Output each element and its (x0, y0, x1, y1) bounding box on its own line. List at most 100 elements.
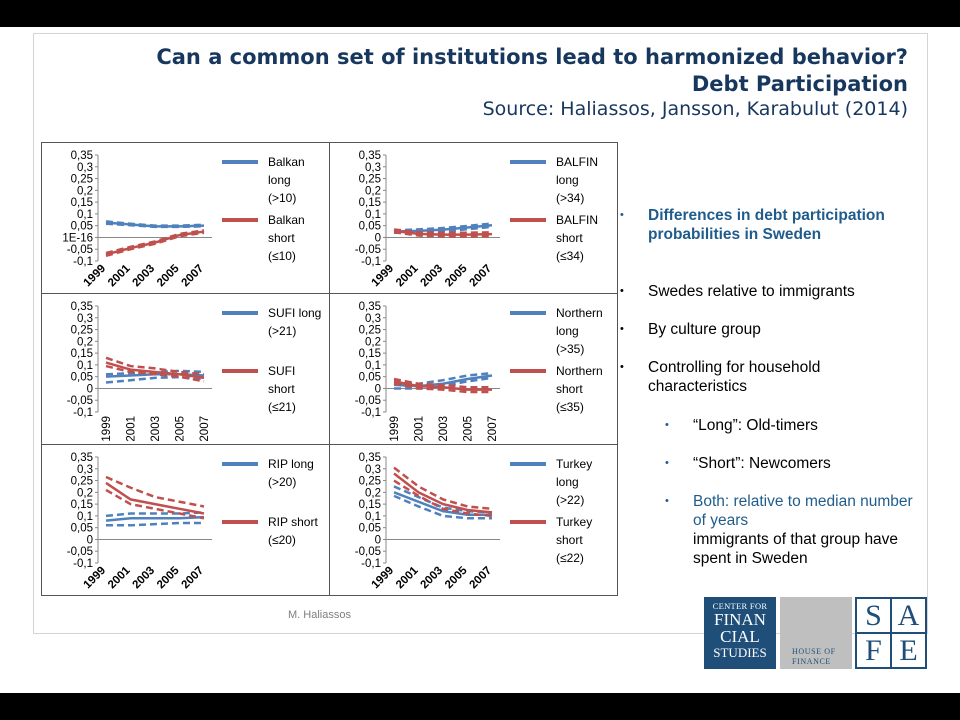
y-tick-label: 0,2 (77, 185, 93, 197)
line-chart: 0,350,30,250,20,150,10,051E-16-0,05-0,11… (62, 150, 212, 290)
series-band-upper (393, 222, 493, 232)
y-tick-label: 0,3 (77, 313, 93, 325)
x-tick-label: 2005 (443, 564, 470, 591)
y-tick-label: -0,05 (67, 244, 93, 256)
x-tick-label: 2005 (175, 416, 187, 442)
legend-label: SUFI long (>21) (268, 306, 322, 338)
y-tick-label: 0,35 (71, 452, 93, 464)
legend-label: BALFIN long (>34) (556, 155, 599, 205)
legend-swatch (510, 218, 546, 222)
y-tick-label: -0,05 (67, 546, 93, 558)
y-tick-label: 0,15 (359, 197, 381, 209)
x-tick-label: 2003 (419, 263, 446, 290)
x-tick-label: 2007 (468, 565, 495, 592)
legend-label: Northern long (>35) (556, 306, 603, 356)
x-tick-label: 2001 (106, 262, 133, 289)
y-tick-label: 0,3 (365, 313, 381, 325)
legend-label: SUFI short (≤21) (268, 364, 296, 414)
series-band-upper (393, 466, 493, 511)
x-tick-label: 2007 (487, 416, 499, 442)
legend-label: Turkey short (≤22) (556, 515, 593, 565)
x-tick-label: 2001 (414, 416, 426, 442)
x-tick-label: 2005 (443, 262, 470, 289)
x-tick-label: 2003 (131, 263, 158, 290)
x-tick-label: 2005 (155, 564, 182, 591)
series-band-lower (105, 364, 205, 383)
y-tick-label: 0,05 (359, 372, 381, 384)
series-line (393, 380, 492, 391)
y-tick-label: 0,2 (365, 336, 381, 348)
line-chart: 0,350,30,250,20,150,10,050-0,05-0,119992… (355, 452, 500, 592)
y-tick-label: 0,25 (71, 476, 93, 488)
chart-panel-northern: 0,35 0,3 0,25 0,2 0,15 0,1 0,05 0 -0,05 -0,1 1999 2… (329, 293, 618, 445)
y-tick-label: 0,3 (365, 464, 381, 476)
y-tick-label: 0,1 (365, 360, 381, 372)
y-tick-label: 0,05 (71, 372, 93, 384)
legend-label: Balkan short (≤10) (268, 213, 305, 263)
y-tick-label: 0,3 (365, 162, 381, 174)
y-tick-label: 0,2 (365, 185, 381, 197)
series-band-lower (393, 479, 493, 518)
y-tick-label: 0,25 (359, 325, 381, 337)
legend-swatch (222, 462, 258, 466)
x-tick-label: 1999 (389, 416, 401, 442)
series-band-lower (393, 494, 492, 520)
x-tick-label: 2003 (438, 416, 450, 442)
chart-panel-sufi: 0,35 0,3 0,25 0,2 0,15 0,1 0,05 0 -0,05 -0,1 1999 2… (41, 293, 330, 445)
bullet-text: Differences in debt participation probab… (648, 207, 885, 243)
legend-label: Northern short (≤35) (556, 364, 603, 414)
y-tick-label: -0,1 (361, 407, 381, 419)
y-tick-label: 0,15 (71, 348, 93, 360)
series-band-lower (105, 375, 205, 384)
series-line (105, 230, 205, 256)
y-tick-label: 0,1 (365, 511, 381, 523)
bullet-text: immigrants of that group have spent in S… (693, 531, 899, 567)
x-tick-label: 2007 (468, 263, 495, 290)
legend-label: BALFIN short (≤34) (556, 213, 599, 263)
slide-source: Source: Haliassos, Jansson, Karabulut (2… (482, 98, 908, 120)
y-tick-label: 0,2 (77, 336, 93, 348)
y-tick-label: 0 (375, 232, 381, 244)
legend-swatch (510, 462, 546, 466)
legend-label: RIP short (≤20) (268, 515, 318, 547)
series-line (105, 361, 205, 380)
series-line (393, 229, 493, 236)
series-band-lower (105, 231, 205, 258)
series-band-upper (105, 511, 205, 518)
y-tick-label: 0,05 (359, 523, 381, 535)
slide-title: Can a common set of institutions lead to… (156, 45, 908, 69)
bullet-text: Controlling for household characteristic… (648, 359, 821, 395)
legend-swatch (510, 311, 546, 315)
series-line (105, 221, 205, 228)
y-tick-label: 0,15 (71, 499, 93, 511)
bullet-text-colored: Both: relative to median number of years (693, 493, 913, 529)
y-tick-label: 0,05 (71, 523, 93, 535)
x-tick-label: 1999 (101, 416, 113, 442)
series-band-upper (393, 485, 493, 514)
y-tick-label: 0,05 (359, 221, 381, 233)
y-tick-label: -0,05 (355, 395, 381, 407)
y-tick-label: 0,3 (77, 464, 93, 476)
y-tick-label: 0,05 (71, 221, 93, 233)
chart-panel-turkey: 0,35 0,3 0,25 0,2 0,15 0,1 0,05 0 -0,05 -0,1 1999 2… (329, 444, 618, 596)
y-tick-label: 0 (87, 383, 93, 395)
footer-author: M. Haliassos (288, 609, 351, 621)
line-chart: 0,350,30,250,20,150,10,050-0,05-0,119992… (355, 150, 500, 290)
legend-swatch (222, 311, 258, 315)
house-of-finance-logo: HOUSE OF FINANCE (780, 597, 852, 669)
x-tick-label: 2001 (394, 564, 421, 591)
x-tick-label: 2001 (126, 416, 138, 442)
y-tick-label: -0,1 (361, 256, 381, 268)
y-tick-label: 0,1 (77, 511, 93, 523)
legend-swatch (222, 520, 258, 524)
y-tick-label: 0,35 (359, 150, 381, 162)
series-line (105, 481, 205, 515)
y-tick-label: 0,2 (77, 487, 93, 499)
legend-label: Turkey long (>22) (556, 457, 593, 507)
legend-swatch (222, 218, 258, 222)
legend-swatch (510, 160, 546, 164)
y-tick-label: 0,25 (71, 325, 93, 337)
series-band-lower (393, 382, 492, 394)
x-tick-label: 2007 (180, 565, 207, 592)
